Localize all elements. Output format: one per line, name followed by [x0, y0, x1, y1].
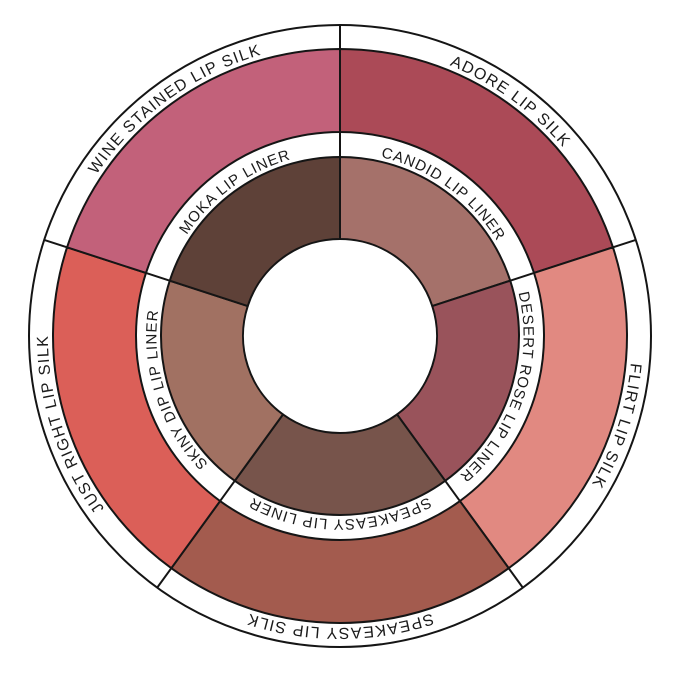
inner-segment-candid-lip-liner [339, 156, 512, 308]
inner-band-divider [145, 272, 171, 282]
inner-segment-skiny-dip-lip-liner [160, 279, 284, 482]
outer-segment-wine-stained-lip-silk [66, 48, 341, 274]
inner-segment-desert-rose-lip-liner [396, 279, 520, 482]
inner-band-divider [444, 480, 461, 502]
outer-band-divider [43, 238, 68, 249]
inner-band-divider [219, 480, 236, 502]
outer-band-divider [507, 567, 524, 589]
inner-segment-moka-lip-liner [168, 156, 341, 308]
outer-band-divider [612, 238, 637, 249]
outer-border-circle [28, 24, 652, 648]
inner-segment-speakeasy-lip-liner [233, 413, 447, 516]
outer-band-divider [156, 567, 173, 589]
inner-band-divider [509, 272, 535, 282]
